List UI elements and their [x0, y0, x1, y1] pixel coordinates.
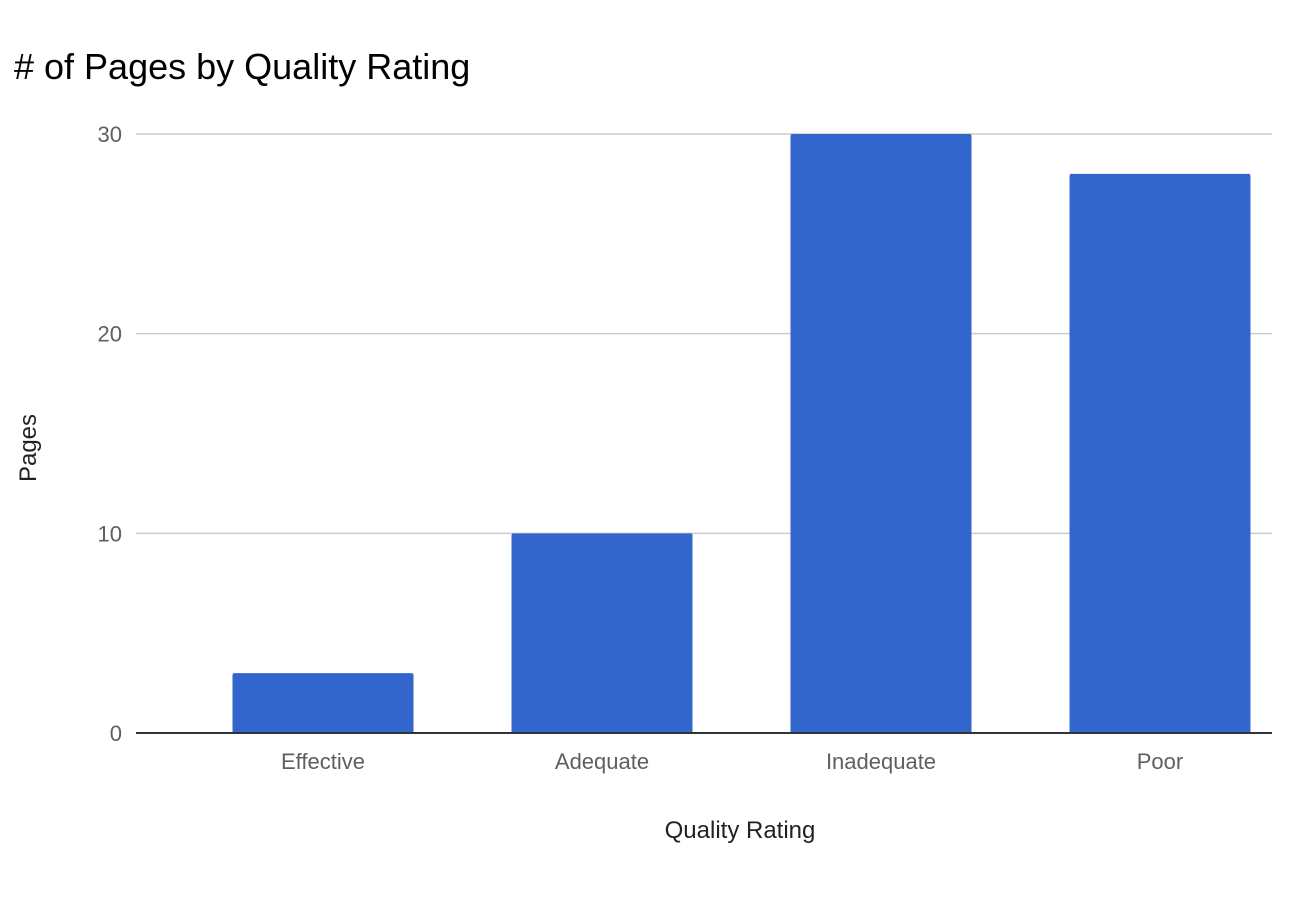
y-tick-label: 30	[98, 122, 122, 147]
x-tick-label: Poor	[1137, 749, 1183, 774]
chart-title: # of Pages by Quality Rating	[14, 46, 471, 87]
y-tick-label: 10	[98, 521, 122, 546]
y-axis-title: Pages	[15, 414, 42, 482]
bar-adequate	[511, 533, 693, 733]
x-tick-label: Effective	[281, 749, 365, 774]
x-tick-label: Inadequate	[826, 749, 936, 774]
y-tick-label: 0	[110, 721, 122, 746]
y-axis-ticks: 0 10 20 30	[98, 122, 122, 746]
x-axis-title: Quality Rating	[665, 817, 816, 844]
bar-inadequate	[790, 134, 972, 733]
y-tick-label: 20	[98, 322, 122, 347]
bar-effective	[232, 673, 414, 733]
x-tick-label: Adequate	[555, 749, 649, 774]
bar-poor	[1069, 173, 1251, 733]
x-axis-ticks: Effective Adequate Inadequate Poor	[281, 749, 1183, 774]
bar-series	[232, 134, 1251, 733]
